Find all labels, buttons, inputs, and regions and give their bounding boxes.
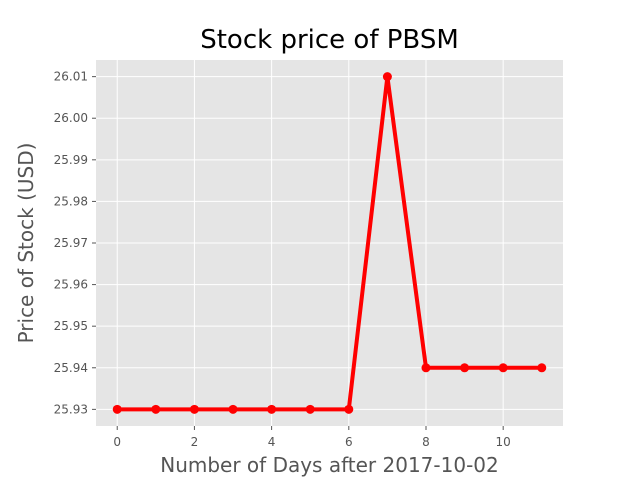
x-axis-ticks: 0 2 4 6 8 10: [113, 426, 511, 449]
data-point: [344, 404, 354, 414]
y-tick-label: 26.01: [54, 70, 88, 84]
data-point: [112, 404, 122, 414]
data-point: [460, 363, 470, 373]
data-point: [267, 404, 277, 414]
chart-title: Stock price of PBSM: [200, 25, 459, 55]
data-point: [537, 363, 547, 373]
x-tick-label: 4: [268, 435, 276, 449]
y-tick-label: 25.96: [54, 278, 88, 292]
x-tick-label: 2: [191, 435, 199, 449]
x-tick-label: 6: [345, 435, 353, 449]
x-axis-label: Number of Days after 2017-10-02: [160, 453, 499, 477]
series-line: [117, 74, 542, 412]
y-tick-label: 25.95: [54, 319, 88, 333]
y-tick-label: 25.98: [54, 194, 88, 208]
data-point: [228, 404, 238, 414]
data-series: [112, 72, 547, 414]
data-point: [305, 404, 315, 414]
y-tick-label: 25.94: [54, 361, 88, 375]
y-tick-label: 25.97: [54, 236, 88, 250]
x-tick-label: 10: [496, 435, 511, 449]
data-point: [421, 363, 431, 373]
x-tick-label: 0: [113, 435, 121, 449]
y-tick-label: 26.00: [54, 111, 88, 125]
y-tick-label: 25.99: [54, 153, 88, 167]
grid-lines: [96, 60, 563, 426]
y-tick-label: 25.93: [54, 402, 88, 416]
data-point: [498, 363, 508, 373]
x-tick-label: 8: [422, 435, 430, 449]
data-point: [151, 404, 161, 414]
data-point: [189, 404, 199, 414]
data-point: [382, 72, 392, 82]
y-axis-ticks: 25.93 25.94 25.95 25.96 25.97 25.98 25.99 26.00…: [54, 70, 96, 416]
y-axis-label: Price of Stock (USD): [14, 143, 38, 344]
